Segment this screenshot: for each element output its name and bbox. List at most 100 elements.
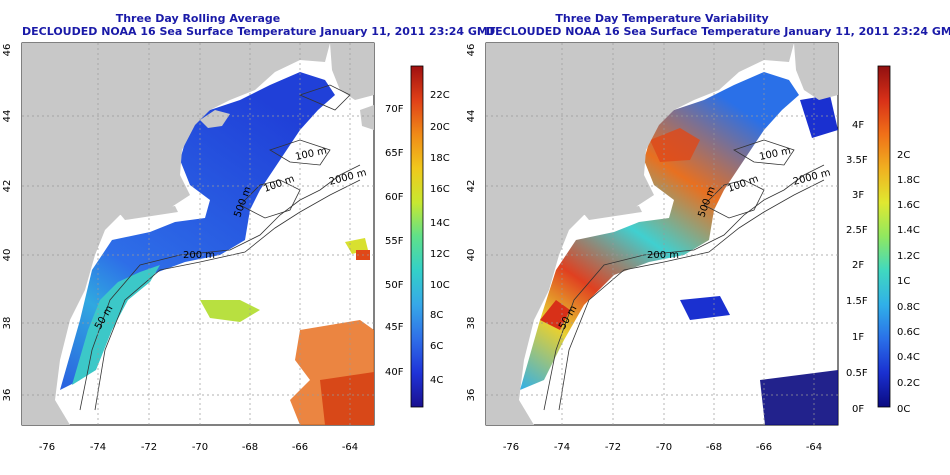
left-land [22, 43, 330, 425]
right-var-patch-blue [800, 95, 838, 138]
right-var-hot-northeast [650, 128, 700, 162]
right-colorbar: 0F 0.5F 1F 1.5F 2F 2.5F 3F 3.5F 4F 0C 0.… [846, 65, 920, 415]
left-lon-tick: -70 [192, 442, 208, 453]
left-lat-tick: 40 [2, 249, 13, 262]
left-colorbar-f-tick: 60F [385, 192, 404, 203]
right-colorbar-c-tick: 1.8C [897, 175, 920, 186]
left-colorbar-f-tick: 65F [385, 148, 404, 159]
right-lat-tick: 46 [466, 44, 477, 57]
right-colorbar-f-tick: 1F [852, 332, 864, 343]
right-colorbar-c-tick: 0.2C [897, 378, 920, 389]
left-colorbar-c-tick: 4C [430, 375, 443, 386]
right-lat-ticks: 36 38 40 42 44 46 [466, 44, 477, 402]
left-colorbar-c-tick: 10C [430, 280, 450, 291]
right-colorbar-c-tick: 0.8C [897, 302, 920, 313]
right-lat-tick: 38 [466, 317, 477, 330]
left-colorbar-f-tick: 70F [385, 104, 404, 115]
right-colorbar-f-tick: 0.5F [846, 368, 868, 379]
right-colorbar-f-tick: 3.5F [846, 155, 868, 166]
left-colorbar-f-tick: 50F [385, 280, 404, 291]
right-colorbar-c-tick: 0.4C [897, 352, 920, 363]
right-land-novascotia [794, 43, 838, 100]
right-lat-tick: 42 [466, 180, 477, 193]
right-var-hotspot [540, 300, 570, 330]
left-land-novascotia [330, 43, 374, 100]
right-var-south-blue [760, 370, 838, 425]
right-lon-tick: -64 [806, 442, 822, 453]
left-colorbar-c-tick: 20C [430, 122, 450, 133]
left-colorbar-f-tick: 45F [385, 322, 404, 333]
left-colorbar-c-tick: 14C [430, 218, 450, 229]
right-colorbar-f-tick: 2.5F [846, 225, 868, 236]
right-colorbar-c-tick: 0.6C [897, 327, 920, 338]
right-lon-tick: -76 [503, 442, 519, 453]
left-land-nfld [360, 105, 374, 130]
right-lon-tick: -72 [605, 442, 621, 453]
left-map: 100 m 2000 m 100 m 200 m 500 m 50 m -76 … [2, 42, 375, 453]
left-colorbar-celsius: 4C 6C 8C 10C 12C 14C 16C 18C 20C 22C [430, 90, 450, 386]
right-land [486, 43, 794, 425]
left-colorbar-fahrenheit: 40F 45F 50F 55F 60F 65F 70F [385, 104, 404, 378]
left-colorbar-f-tick: 40F [385, 367, 404, 378]
left-sst-shelf [60, 72, 335, 390]
right-bathymetry-contours [543, 139, 825, 411]
right-var-patch-mid [680, 296, 730, 320]
left-lat-tick: 46 [2, 44, 13, 57]
right-lat-tick: 36 [466, 389, 477, 402]
left-colorbar-c-tick: 8C [430, 310, 443, 321]
right-panel-title-block: Three Day Temperature Variability DECLOU… [486, 12, 950, 38]
left-lon-tick: -72 [141, 442, 157, 453]
left-lat-tick: 36 [2, 389, 13, 402]
right-panel-subtitle: DECLOUDED NOAA 16 Sea Surface Temperatur… [486, 25, 950, 38]
left-bathymetry-contours [79, 84, 361, 411]
right-colorbar-f-tick: 3F [852, 190, 864, 201]
left-lon-tick: -76 [39, 442, 55, 453]
right-contour-label: 200 m [647, 250, 679, 261]
left-lon-ticks: -76 -74 -72 -70 -68 -66 -64 [39, 442, 358, 453]
right-colorbar-fahrenheit: 0F 0.5F 1F 1.5F 2F 2.5F 3F 3.5F 4F [846, 120, 868, 415]
right-lon-tick: -74 [554, 442, 570, 453]
right-colorbar-c-tick: 0C [897, 404, 910, 415]
right-colorbar-c-tick: 1.4C [897, 225, 920, 236]
right-colorbar-f-tick: 0F [852, 404, 864, 415]
left-sst-gulfstream [200, 300, 260, 322]
left-lon-tick: -66 [292, 442, 308, 453]
right-lon-ticks: -76 -74 -72 -70 -68 -66 -64 [503, 442, 822, 453]
left-graticule [22, 43, 374, 425]
left-sst-hot-southeast [320, 372, 374, 425]
right-colorbar-f-tick: 2F [852, 260, 864, 271]
right-panel-title: Three Day Temperature Variability [555, 12, 769, 25]
right-map: 100 m 2000 m 100 m 200 m 500 m 50 m -76 … [466, 42, 839, 453]
left-colorbar-c-tick: 6C [430, 341, 443, 352]
left-land-capecod [200, 110, 230, 128]
left-colorbar-c-tick: 18C [430, 153, 450, 164]
left-lon-tick: -74 [90, 442, 106, 453]
left-colorbar-c-tick: 22C [430, 90, 450, 101]
right-lon-tick: -68 [706, 442, 722, 453]
left-lat-tick: 38 [2, 317, 13, 330]
left-panel-title: Three Day Rolling Average [115, 12, 281, 25]
right-colorbar-c-tick: 1C [897, 276, 910, 287]
left-lon-tick: -68 [242, 442, 258, 453]
right-lat-tick: 44 [466, 110, 477, 123]
left-contour-label: 200 m [183, 250, 215, 261]
left-colorbar-f-tick: 55F [385, 236, 404, 247]
left-lon-tick: -64 [342, 442, 358, 453]
left-lat-tick: 42 [2, 180, 13, 193]
left-colorbar: 40F 45F 50F 55F 60F 65F 70F 4C 6C 8C 10C… [385, 65, 450, 408]
left-colorbar-c-tick: 16C [430, 184, 450, 195]
right-colorbar-c-tick: 2C [897, 150, 910, 161]
left-lat-ticks: 36 38 40 42 44 46 [2, 44, 13, 402]
right-colorbar-f-tick: 4F [852, 120, 864, 131]
right-lat-tick: 40 [466, 249, 477, 262]
right-colorbar-c-tick: 1.6C [897, 200, 920, 211]
left-sst-warm-strip [72, 265, 160, 385]
right-colorbar-f-tick: 1.5F [846, 296, 868, 307]
left-colorbar-c-tick: 12C [430, 249, 450, 260]
right-colorbar-ramp [877, 65, 891, 408]
right-lon-tick: -66 [756, 442, 772, 453]
right-lon-tick: -70 [656, 442, 672, 453]
right-colorbar-celsius: 0C 0.2C 0.4C 0.6C 0.8C 1C 1.2C 1.4C 1.6C… [897, 150, 920, 415]
right-var-shelf [520, 72, 799, 390]
